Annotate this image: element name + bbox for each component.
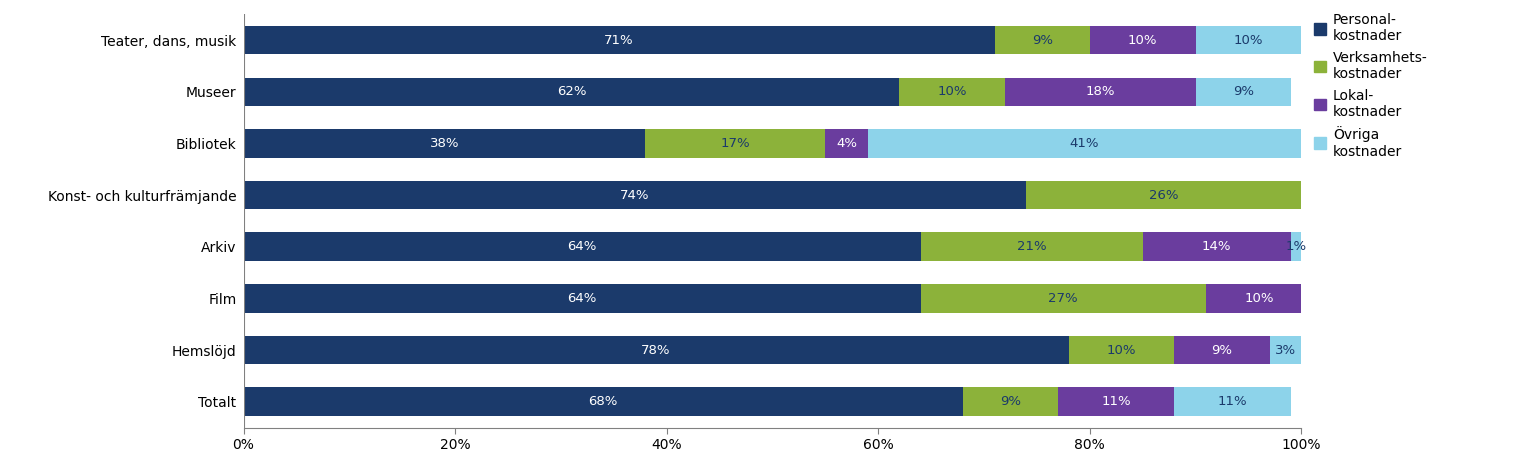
Bar xyxy=(1143,232,1291,261)
Bar xyxy=(244,232,921,261)
Bar xyxy=(868,129,1301,158)
Bar xyxy=(1005,77,1196,106)
Text: 64%: 64% xyxy=(568,292,597,305)
Bar xyxy=(1196,77,1291,106)
Legend: Personal-
kostnader, Verksamhets-
kostnader, Lokal-
kostnader, Övriga
kostnader: Personal- kostnader, Verksamhets- kostna… xyxy=(1313,13,1428,159)
Bar xyxy=(994,26,1090,54)
Text: 27%: 27% xyxy=(1049,292,1078,305)
Bar xyxy=(1058,388,1175,416)
Bar xyxy=(1196,26,1301,54)
Text: 74%: 74% xyxy=(619,189,650,201)
Text: 26%: 26% xyxy=(1149,189,1178,201)
Text: 78%: 78% xyxy=(641,343,671,357)
Bar xyxy=(244,388,963,416)
Bar xyxy=(1090,26,1196,54)
Text: 10%: 10% xyxy=(1128,34,1157,47)
Text: 10%: 10% xyxy=(938,85,966,98)
Text: 10%: 10% xyxy=(1106,343,1137,357)
Text: 64%: 64% xyxy=(568,240,597,253)
Bar xyxy=(244,181,1026,209)
Bar xyxy=(921,232,1143,261)
Bar xyxy=(244,129,645,158)
Text: 9%: 9% xyxy=(1233,85,1254,98)
Bar xyxy=(1291,232,1301,261)
Bar xyxy=(1175,388,1291,416)
Text: 68%: 68% xyxy=(589,395,618,408)
Bar xyxy=(645,129,825,158)
Bar xyxy=(963,388,1058,416)
Bar xyxy=(1205,284,1312,313)
Bar xyxy=(244,77,900,106)
Text: 18%: 18% xyxy=(1085,85,1116,98)
Bar xyxy=(244,26,994,54)
Text: 14%: 14% xyxy=(1202,240,1231,253)
Text: 9%: 9% xyxy=(1000,395,1021,408)
Bar xyxy=(1175,336,1269,364)
Bar xyxy=(1068,336,1175,364)
Text: 17%: 17% xyxy=(720,137,750,150)
Text: 11%: 11% xyxy=(1218,395,1248,408)
Bar xyxy=(825,129,868,158)
Text: 9%: 9% xyxy=(1212,343,1233,357)
Text: 21%: 21% xyxy=(1017,240,1047,253)
Text: 10%: 10% xyxy=(1234,34,1263,47)
Bar xyxy=(244,336,1068,364)
Bar xyxy=(1026,181,1301,209)
Text: 71%: 71% xyxy=(604,34,633,47)
Text: 3%: 3% xyxy=(1275,343,1297,357)
Text: 62%: 62% xyxy=(557,85,586,98)
Text: 11%: 11% xyxy=(1102,395,1131,408)
Bar xyxy=(900,77,1005,106)
Text: 9%: 9% xyxy=(1032,34,1053,47)
Text: 10%: 10% xyxy=(1245,292,1274,305)
Bar xyxy=(244,284,921,313)
Text: 1%: 1% xyxy=(1286,240,1306,253)
Bar xyxy=(921,284,1205,313)
Text: 4%: 4% xyxy=(836,137,857,150)
Bar xyxy=(1269,336,1301,364)
Text: 41%: 41% xyxy=(1070,137,1099,150)
Text: 38%: 38% xyxy=(429,137,460,150)
